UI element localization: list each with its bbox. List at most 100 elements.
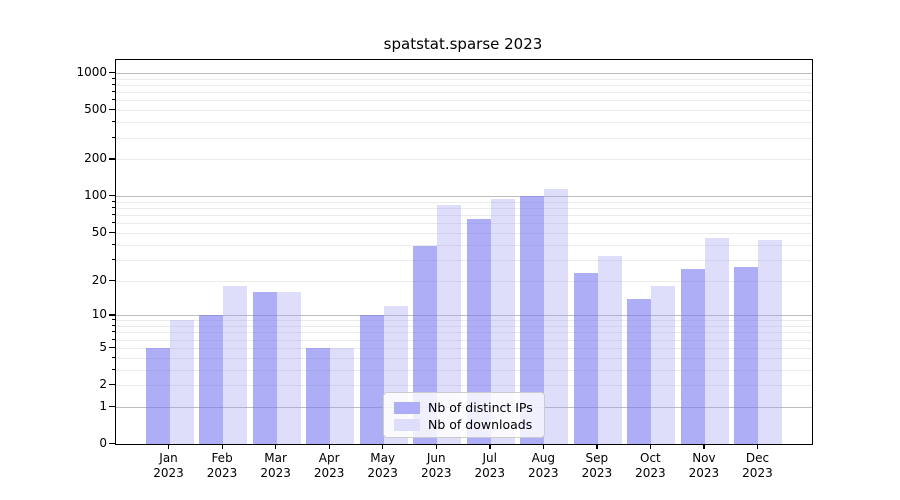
y-gridline-minor xyxy=(116,232,812,234)
y-tick-label: 50 xyxy=(91,224,107,239)
legend-row-distinct-ips: Nb of distinct IPs xyxy=(394,399,536,416)
bar-distinct-ips-feb xyxy=(199,315,224,444)
y-tick-label: 200 xyxy=(84,151,107,166)
y-gridline-minor xyxy=(116,137,812,139)
y-minor-tick xyxy=(112,356,115,358)
y-gridline-minor xyxy=(116,215,812,217)
bar-downloads-apr xyxy=(330,347,355,444)
x-tick-label: May 2023 xyxy=(367,451,398,480)
y-gridline-minor xyxy=(116,223,812,225)
y-minor-tick xyxy=(112,331,115,333)
x-tick-label: Feb 2023 xyxy=(206,451,238,480)
y-gridline-minor xyxy=(116,347,812,349)
legend-label-distinct-ips: Nb of distinct IPs xyxy=(428,400,533,415)
y-gridline-minor xyxy=(116,259,812,261)
bar-distinct-ips-may xyxy=(359,315,384,444)
y-minor-tick xyxy=(112,200,115,202)
bar-distinct-ips-apr xyxy=(306,347,331,444)
legend: Nb of distinct IPs Nb of downloads xyxy=(383,392,545,438)
y-minor-tick xyxy=(112,368,115,370)
y-minor-tick xyxy=(112,207,115,209)
bar-distinct-ips-mar xyxy=(252,291,277,444)
y-minor-tick xyxy=(112,99,115,101)
y-gridline-minor xyxy=(116,357,812,359)
bar-downloads-jan xyxy=(169,320,194,444)
y-tick xyxy=(109,279,115,281)
y-minor-tick xyxy=(112,243,115,245)
x-tick xyxy=(649,444,652,449)
x-tick-label: Sep 2023 xyxy=(581,451,613,480)
bar-downloads-dec xyxy=(758,239,783,444)
y-gridline-major xyxy=(116,315,812,317)
plot-area xyxy=(115,59,813,445)
y-gridline-minor xyxy=(116,84,812,86)
y-gridline-minor xyxy=(116,326,812,327)
y-gridline-minor xyxy=(116,122,812,124)
x-tick xyxy=(756,444,759,449)
y-minor-tick xyxy=(112,136,115,138)
y-tick xyxy=(109,346,115,349)
y-tick-label: 0 xyxy=(99,436,107,450)
y-gridline-minor xyxy=(116,385,812,386)
bar-downloads-sep xyxy=(597,256,622,444)
y-tick-label: 10 xyxy=(91,307,107,322)
y-minor-tick xyxy=(112,121,115,123)
y-minor-tick xyxy=(112,222,115,224)
y-minor-tick xyxy=(112,77,115,79)
x-tick-label: Aug 2023 xyxy=(528,451,559,480)
y-gridline-minor xyxy=(116,78,812,80)
x-tick-label: Nov 2023 xyxy=(688,451,720,480)
x-tick xyxy=(435,444,438,449)
y-tick xyxy=(109,158,115,160)
y-minor-tick xyxy=(112,214,115,216)
bar-downloads-feb xyxy=(223,285,248,444)
y-tick-label: 5 xyxy=(99,339,107,354)
bar-downloads-mar xyxy=(276,291,301,444)
bar-distinct-ips-nov xyxy=(680,269,705,444)
bar-downloads-aug xyxy=(544,188,569,444)
legend-label-downloads: Nb of downloads xyxy=(428,417,533,432)
x-tick xyxy=(542,444,545,449)
y-gridline-minor xyxy=(116,110,812,112)
y-tick xyxy=(109,443,115,445)
bar-distinct-ips-jan xyxy=(145,347,170,444)
x-tick xyxy=(221,444,223,449)
legend-row-downloads: Nb of downloads xyxy=(394,416,536,433)
bar-distinct-ips-oct xyxy=(627,298,652,444)
chart-title: spatstat.sparse 2023 xyxy=(383,35,543,53)
y-tick xyxy=(109,314,115,316)
bar-downloads-oct xyxy=(651,285,676,444)
y-gridline-minor xyxy=(116,339,812,341)
y-gridline-major xyxy=(116,72,812,74)
y-minor-tick xyxy=(112,258,115,260)
bar-distinct-ips-sep xyxy=(573,273,598,444)
y-tick-label: 1 xyxy=(99,398,107,413)
y-tick-label: 500 xyxy=(84,102,107,117)
y-tick xyxy=(109,109,115,111)
y-gridline-minor xyxy=(116,320,812,322)
y-gridline-minor xyxy=(116,201,812,203)
x-tick-label: Apr 2023 xyxy=(313,451,345,480)
x-tick-label: Jan 2023 xyxy=(153,451,184,480)
y-minor-tick xyxy=(112,91,115,93)
x-tick xyxy=(703,444,705,449)
y-gridline-minor xyxy=(116,100,812,102)
bar-downloads-nov xyxy=(704,238,729,444)
x-tick xyxy=(489,444,491,449)
y-gridline-minor xyxy=(116,159,812,161)
x-tick-label: Jul 2023 xyxy=(474,451,506,480)
y-minor-tick xyxy=(112,83,115,85)
legend-swatch-distinct-ips-icon xyxy=(394,401,420,414)
x-tick-label: Oct 2023 xyxy=(635,451,666,480)
y-gridline-minor xyxy=(116,280,812,282)
y-gridline-minor xyxy=(116,332,812,334)
y-tick xyxy=(109,195,115,197)
y-tick-label: 20 xyxy=(91,272,107,287)
x-tick-label: Mar 2023 xyxy=(260,451,291,480)
y-minor-tick xyxy=(112,319,115,321)
bar-distinct-ips-dec xyxy=(734,267,759,444)
y-tick-label: 2 xyxy=(99,377,107,391)
x-tick-label: Jun 2023 xyxy=(420,451,452,480)
y-tick xyxy=(109,71,115,74)
